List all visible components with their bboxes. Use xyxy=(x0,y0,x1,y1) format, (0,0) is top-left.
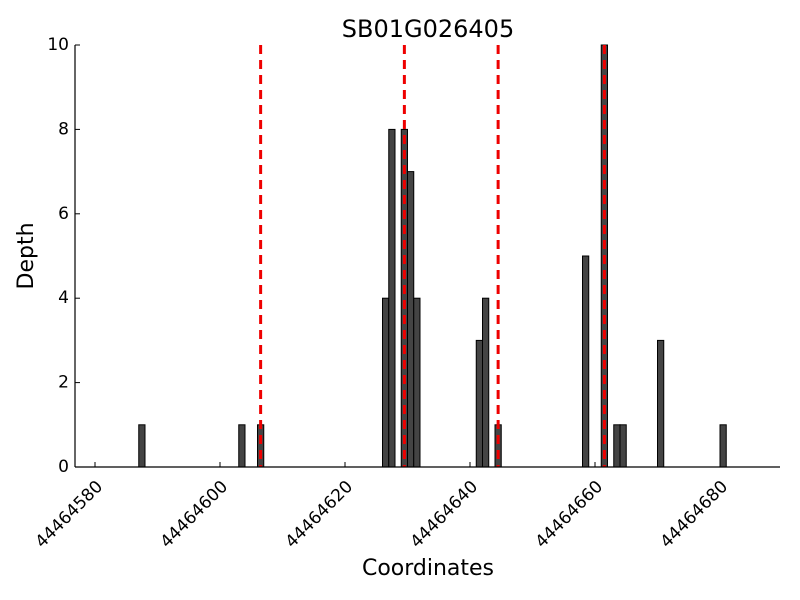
bar xyxy=(582,255,590,468)
chart-title: SB01G026405 xyxy=(342,15,514,43)
x-tick-label: 44464600 xyxy=(157,477,232,552)
bar xyxy=(382,297,390,468)
x-tick-label: 44464620 xyxy=(282,477,357,552)
bar xyxy=(482,297,490,468)
x-tick-label: 44464640 xyxy=(407,477,482,552)
y-tick-label: 4 xyxy=(58,288,69,308)
x-tick-label: 44464660 xyxy=(532,477,607,552)
bar xyxy=(388,128,396,468)
bar xyxy=(413,297,421,468)
bar xyxy=(619,424,627,468)
bar xyxy=(138,424,146,468)
bar xyxy=(238,424,246,468)
x-axis-label: Coordinates xyxy=(362,556,494,581)
bar xyxy=(257,424,265,468)
y-tick-label: 6 xyxy=(58,204,69,224)
y-tick-label: 0 xyxy=(58,457,69,477)
y-tick-label: 10 xyxy=(47,35,69,55)
x-tick-label: 44464680 xyxy=(657,477,732,552)
y-tick-label: 2 xyxy=(58,373,69,393)
bar xyxy=(475,339,483,468)
bar xyxy=(613,424,621,468)
bar xyxy=(657,339,665,468)
y-tick-label: 8 xyxy=(58,119,69,139)
bar xyxy=(494,424,502,468)
bar xyxy=(719,424,727,468)
x-tick-label: 44464580 xyxy=(32,477,107,552)
y-axis-label: Depth xyxy=(14,222,39,289)
bar xyxy=(407,171,415,468)
